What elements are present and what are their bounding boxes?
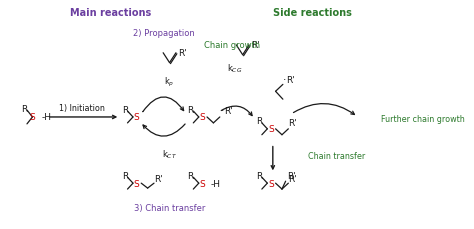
- Text: ·: ·: [283, 75, 286, 85]
- Text: S: S: [134, 179, 139, 188]
- Text: R: R: [122, 105, 128, 114]
- Text: R: R: [256, 117, 262, 126]
- Text: R': R': [178, 49, 187, 58]
- Text: Side reactions: Side reactions: [273, 8, 352, 18]
- Text: R': R': [287, 171, 295, 180]
- Text: ·: ·: [221, 106, 224, 116]
- Text: 3) Chain transfer: 3) Chain transfer: [134, 203, 205, 213]
- Text: k$_p$: k$_p$: [164, 76, 175, 89]
- Text: ·: ·: [140, 105, 144, 118]
- Text: -H: -H: [42, 113, 52, 122]
- Text: R': R': [224, 106, 232, 115]
- Text: R': R': [288, 174, 296, 183]
- Text: R': R': [286, 76, 294, 85]
- Text: R: R: [187, 171, 194, 180]
- Text: R: R: [187, 105, 194, 114]
- Text: R': R': [154, 174, 163, 183]
- Text: S: S: [200, 113, 205, 122]
- Text: R': R': [288, 119, 296, 128]
- Text: S: S: [268, 125, 274, 134]
- Text: R: R: [256, 171, 262, 180]
- Text: S: S: [200, 179, 205, 188]
- Text: Further chain growth: Further chain growth: [381, 115, 465, 124]
- Text: k$_{CT}$: k$_{CT}$: [162, 148, 177, 160]
- Text: S: S: [268, 179, 274, 188]
- Text: R: R: [21, 104, 27, 113]
- Text: 1) Initiation: 1) Initiation: [59, 103, 105, 112]
- Text: R': R': [251, 41, 260, 50]
- Text: -H: -H: [210, 179, 221, 188]
- Text: Chain growth: Chain growth: [204, 41, 260, 50]
- Text: S: S: [29, 113, 36, 122]
- Text: Chain transfer: Chain transfer: [308, 151, 365, 160]
- Text: k$_{CG}$: k$_{CG}$: [227, 62, 242, 74]
- Text: R: R: [122, 171, 128, 180]
- Text: 2) Propagation: 2) Propagation: [133, 28, 195, 37]
- Text: Main reactions: Main reactions: [71, 8, 152, 18]
- Text: S: S: [134, 113, 139, 122]
